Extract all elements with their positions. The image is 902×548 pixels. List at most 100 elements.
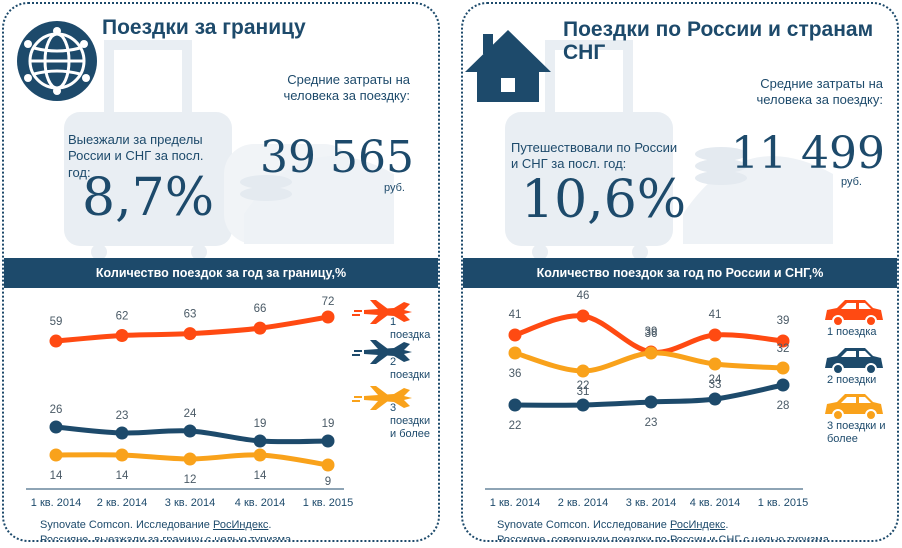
abroad-panel: Поездки за границу Средние затраты на че… bbox=[2, 2, 440, 542]
legend-label: 3 поездки и более bbox=[390, 402, 431, 441]
page-title: Поездки по России и странам СНГ bbox=[563, 18, 874, 65]
legend-label: 2 поездки bbox=[390, 356, 431, 382]
russia-panel: Поездки по России и странам СНГ Средние … bbox=[461, 2, 899, 542]
legend-label: 1 поездка bbox=[827, 326, 877, 338]
suitcase-icon bbox=[64, 40, 394, 260]
chart-title-bar: Количество поездок за год по России и СН… bbox=[463, 258, 897, 288]
data-point bbox=[253, 434, 267, 448]
data-point bbox=[115, 448, 129, 462]
share-label: Путешествовали по России и СНГ за посл. … bbox=[511, 140, 678, 172]
x-tick-label: 1 кв. 2015 bbox=[758, 497, 808, 509]
data-label: 26 bbox=[50, 404, 63, 416]
data-label: 41 bbox=[709, 309, 722, 321]
domestic-trips-chart: 1 кв. 2014 2 кв. 2014 3 кв. 2014 4 кв. 2014… bbox=[485, 290, 883, 509]
car-icon bbox=[825, 300, 883, 327]
share-value: 8,7% bbox=[82, 168, 215, 228]
data-point bbox=[576, 398, 590, 412]
data-label: 66 bbox=[254, 303, 267, 315]
share-label: Выезжали за пределы России и СНГ за посл… bbox=[68, 132, 204, 180]
cost-unit: руб. bbox=[384, 182, 405, 194]
data-label: 59 bbox=[50, 316, 63, 328]
abroad-trips-chart: 1 кв. 2014 2 кв. 2014 3 кв. 2014 4 кв. 2014… bbox=[26, 296, 412, 509]
data-label: 32 bbox=[777, 343, 790, 355]
share-value: 10,6% bbox=[521, 170, 687, 230]
data-label: 12 bbox=[184, 474, 197, 486]
data-point bbox=[183, 327, 197, 341]
cost-unit: руб. bbox=[841, 176, 862, 188]
cost-label: Средние затраты на человека за поездку: bbox=[756, 76, 883, 108]
car-icon bbox=[825, 348, 883, 375]
data-label: 41 bbox=[509, 309, 522, 321]
data-point bbox=[321, 458, 335, 472]
data-label: 33 bbox=[709, 379, 722, 391]
cost-value: 11 499 bbox=[731, 128, 885, 179]
car-icon bbox=[825, 394, 883, 421]
x-tick-label: 2 кв. 2014 bbox=[558, 497, 608, 509]
cost-label: Средние затраты на человека за поездку: bbox=[283, 72, 410, 104]
data-point bbox=[708, 357, 722, 371]
data-point bbox=[576, 364, 590, 378]
data-label: 24 bbox=[709, 374, 722, 386]
data-point bbox=[644, 395, 658, 409]
data-point bbox=[644, 346, 658, 360]
legend-label: 1 поездка bbox=[390, 316, 431, 342]
data-point bbox=[49, 448, 63, 462]
data-point bbox=[708, 328, 722, 342]
data-point bbox=[776, 378, 790, 392]
data-label: 36 bbox=[509, 368, 522, 380]
data-label: 22 bbox=[577, 380, 590, 392]
chart-title-bar: Количество поездок за год за границу,% bbox=[4, 258, 438, 288]
data-point bbox=[253, 321, 267, 335]
data-point bbox=[49, 420, 63, 434]
data-point bbox=[708, 392, 722, 406]
x-tick-label: 4 кв. 2014 bbox=[235, 497, 285, 509]
data-label: 39 bbox=[777, 315, 790, 327]
data-point bbox=[508, 398, 522, 412]
data-label: 14 bbox=[50, 470, 63, 482]
data-label: 63 bbox=[184, 309, 197, 321]
data-point bbox=[508, 346, 522, 360]
data-label: 36 bbox=[645, 328, 658, 340]
data-point bbox=[49, 334, 63, 348]
airplane-icon bbox=[352, 386, 412, 410]
airplane-icon bbox=[352, 300, 412, 324]
data-point bbox=[183, 452, 197, 466]
data-point bbox=[183, 424, 197, 438]
data-point bbox=[115, 426, 129, 440]
data-label: 39 bbox=[645, 326, 658, 338]
x-tick-label: 1 кв. 2014 bbox=[31, 497, 81, 509]
data-label: 23 bbox=[116, 410, 129, 422]
source-note: Synovate Comcon. Исследование РосИндекс.… bbox=[497, 519, 829, 542]
data-point bbox=[776, 361, 790, 375]
rosindex-link[interactable]: РосИндекс bbox=[212, 519, 269, 531]
data-point bbox=[508, 328, 522, 342]
x-tick-label: 3 кв. 2014 bbox=[165, 497, 215, 509]
x-tick-label: 1 кв. 2014 bbox=[490, 497, 540, 509]
data-label: 62 bbox=[116, 311, 129, 323]
data-label: 19 bbox=[254, 418, 267, 430]
house-icon bbox=[465, 30, 551, 102]
rosindex-link[interactable]: РосИндекс bbox=[669, 519, 726, 531]
data-point bbox=[115, 329, 129, 342]
x-tick-label: 3 кв. 2014 bbox=[626, 497, 676, 509]
data-label: 14 bbox=[116, 470, 129, 482]
data-label: 23 bbox=[645, 417, 658, 429]
data-point bbox=[321, 310, 335, 324]
x-tick-label: 2 кв. 2014 bbox=[97, 497, 147, 509]
data-point bbox=[253, 448, 267, 462]
page-title: Поездки за границу bbox=[102, 16, 306, 39]
data-label: 14 bbox=[254, 470, 267, 482]
data-label: 24 bbox=[184, 408, 197, 420]
x-tick-label: 4 кв. 2014 bbox=[690, 497, 740, 509]
data-label: 28 bbox=[777, 400, 790, 412]
data-point bbox=[321, 434, 335, 448]
cost-value: 39 565 bbox=[260, 132, 414, 183]
globe-icon bbox=[17, 21, 97, 101]
suitcase-icon bbox=[505, 40, 833, 260]
source-note: Synovate Comcon. Исследование РосИндекс.… bbox=[40, 519, 292, 542]
data-label: 19 bbox=[322, 418, 335, 430]
airplane-icon bbox=[352, 340, 412, 364]
data-label: 72 bbox=[322, 296, 335, 308]
data-point bbox=[576, 309, 590, 323]
legend-label: 2 поездки bbox=[827, 374, 877, 386]
